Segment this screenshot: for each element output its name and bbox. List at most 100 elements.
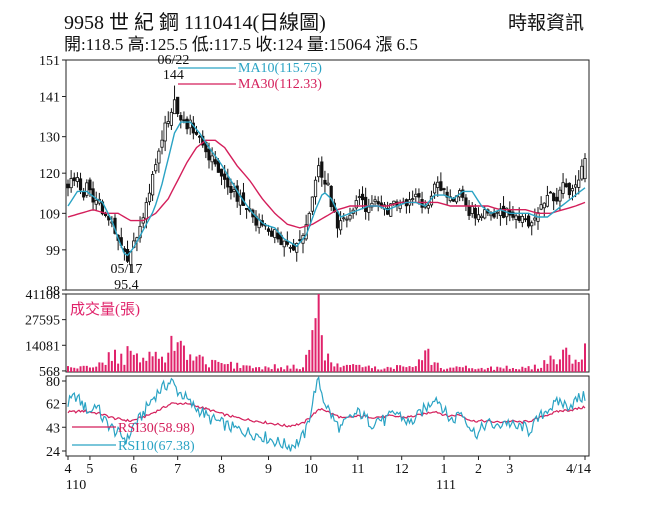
candle-body — [558, 189, 562, 202]
volume-bar — [483, 369, 486, 372]
candle-body — [411, 198, 415, 201]
volume-bar — [377, 369, 380, 372]
volume-bar — [358, 364, 361, 372]
volume-bar — [70, 367, 73, 372]
volume-bar — [367, 365, 370, 372]
candle-body — [317, 165, 321, 178]
volume-bar — [164, 362, 167, 372]
volume-bar — [386, 366, 389, 372]
x-tick-label: 7 — [174, 462, 181, 477]
rsi-panel-frame — [65, 375, 590, 457]
volume-bar — [524, 367, 527, 372]
volume-bar — [261, 369, 264, 372]
volume-bar — [73, 367, 76, 372]
x-tick-label: 1 — [441, 462, 448, 477]
candle-body — [414, 193, 418, 198]
low-value-annotation: 95.4 — [114, 278, 139, 293]
volume-bar — [264, 366, 267, 372]
volume-bar — [229, 361, 232, 372]
volume-bar — [226, 363, 229, 372]
candle-body — [150, 174, 155, 196]
quote-summary: 開:118.5 高:125.5 低:117.5 收:124 量:15064 漲 … — [64, 35, 418, 54]
volume-bar — [236, 362, 239, 372]
volume-bar — [555, 364, 558, 372]
candle-body — [373, 199, 377, 202]
volume-bar — [139, 362, 142, 372]
volume-bar — [298, 369, 301, 372]
volume-bar — [411, 367, 414, 372]
volume-bar — [480, 367, 483, 372]
volume-bar — [374, 366, 377, 372]
volume-bar — [574, 359, 577, 372]
volume-bar — [399, 365, 402, 372]
volume-bar — [201, 356, 204, 372]
price-y-tick-label: 99 — [46, 244, 60, 259]
ma30-legend-label: MA30(112.33) — [238, 77, 322, 92]
volume-bar — [270, 369, 273, 372]
volume-bar — [95, 366, 98, 372]
candle-body — [552, 193, 556, 202]
volume-bar — [417, 359, 420, 372]
volume-bar — [333, 366, 336, 372]
volume-bar — [352, 364, 355, 372]
volume-bar — [349, 364, 351, 372]
candle-body — [542, 202, 546, 209]
volume-bar — [79, 366, 82, 372]
volume-bar — [370, 368, 373, 372]
candle-body — [160, 139, 164, 148]
volume-bar — [505, 365, 508, 372]
year-label: 110 — [66, 478, 86, 493]
candle-body — [426, 205, 430, 209]
volume-bar — [389, 367, 392, 372]
candle-body — [276, 232, 280, 240]
volume-bar — [323, 360, 326, 372]
volume-bar — [427, 348, 430, 372]
candle-body — [69, 178, 73, 189]
candle-body — [473, 207, 477, 219]
volume-bar — [499, 367, 502, 372]
candle-body — [338, 220, 343, 231]
volume-bar — [280, 367, 283, 372]
volume-bar — [117, 363, 120, 372]
volume-bar — [258, 367, 261, 372]
candle-body — [66, 183, 70, 189]
volume-bar — [471, 368, 474, 372]
candle-body — [530, 222, 534, 227]
x-tick-label: 6 — [130, 462, 137, 477]
volume-bar — [142, 357, 145, 372]
volume-bar — [308, 349, 311, 372]
volume-bar — [562, 349, 565, 372]
volume-bar — [182, 345, 185, 372]
rsi-y-tick-label: 24 — [46, 445, 60, 460]
volume-bar — [515, 369, 518, 372]
price-y-tick-label: 130 — [39, 131, 60, 146]
candle-body — [223, 173, 227, 180]
volume-bar — [208, 367, 210, 372]
volume-bar — [436, 362, 439, 372]
data-source-label: 時報資訊 — [508, 13, 585, 34]
volume-bar — [276, 368, 279, 372]
volume-bar — [421, 360, 424, 372]
candle-body — [157, 150, 161, 164]
x-tick-label: 4 — [65, 462, 72, 477]
candle-body — [498, 208, 503, 217]
volume-bar — [392, 368, 395, 372]
candle-body — [392, 200, 396, 204]
rsi10-line — [67, 375, 586, 452]
volume-label: 成交量(張) — [70, 300, 140, 318]
volume-bar — [129, 350, 132, 372]
candle-body — [226, 177, 230, 188]
price-y-tick-label: 109 — [39, 207, 60, 222]
candle-body — [147, 192, 152, 203]
volume-bar — [92, 367, 95, 372]
volume-bar — [424, 350, 427, 372]
volume-bar — [477, 368, 480, 372]
volume-bar — [286, 365, 289, 372]
volume-bar — [493, 369, 496, 372]
price-y-tick-label: 151 — [39, 54, 60, 69]
volume-bar — [85, 365, 88, 372]
candle-body — [354, 200, 358, 209]
x-tick-label: 10 — [304, 462, 318, 477]
candle-body — [342, 217, 346, 220]
